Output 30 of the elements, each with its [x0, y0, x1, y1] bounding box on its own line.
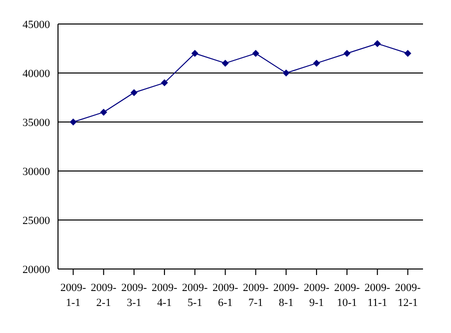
point [130, 89, 138, 96]
x-tick-label: 2009-2-1 [90, 282, 117, 309]
x-tick-label: 2009-6-1 [212, 282, 238, 309]
x-tick-label: 2009-1-1 [60, 282, 86, 309]
point [282, 70, 290, 76]
x-tick-label: 2009-5-1 [182, 282, 208, 309]
point [343, 50, 350, 57]
point [222, 60, 229, 67]
point [100, 108, 108, 116]
x-tick-label: 2009-4-1 [152, 282, 178, 309]
point [160, 79, 168, 86]
x-tick-label: 2009-11-1 [364, 282, 391, 309]
y-tick-label: 30000 [22, 166, 50, 178]
point [374, 40, 381, 48]
point [252, 50, 260, 57]
y-tick-label: 35000 [22, 116, 50, 129]
y-tick-label: 40000 [22, 68, 50, 80]
x-tick-label: 2009-10-1 [334, 282, 360, 309]
point [70, 118, 77, 126]
x-tick-label: 2009-9-1 [304, 282, 330, 309]
x-tick-label: 2009-3-1 [121, 282, 148, 309]
y-tick-label: 25000 [22, 214, 50, 227]
point [313, 60, 320, 67]
y-tick-label: 20000 [22, 264, 50, 276]
x-tick-label: 2009-8-1 [273, 282, 300, 309]
x-tick-label: 2009-12-1 [394, 282, 421, 309]
point [191, 50, 198, 57]
y-tick-label: 45000 [22, 18, 50, 31]
x-tick-label: 2009-7-1 [242, 282, 269, 309]
point [404, 50, 412, 57]
